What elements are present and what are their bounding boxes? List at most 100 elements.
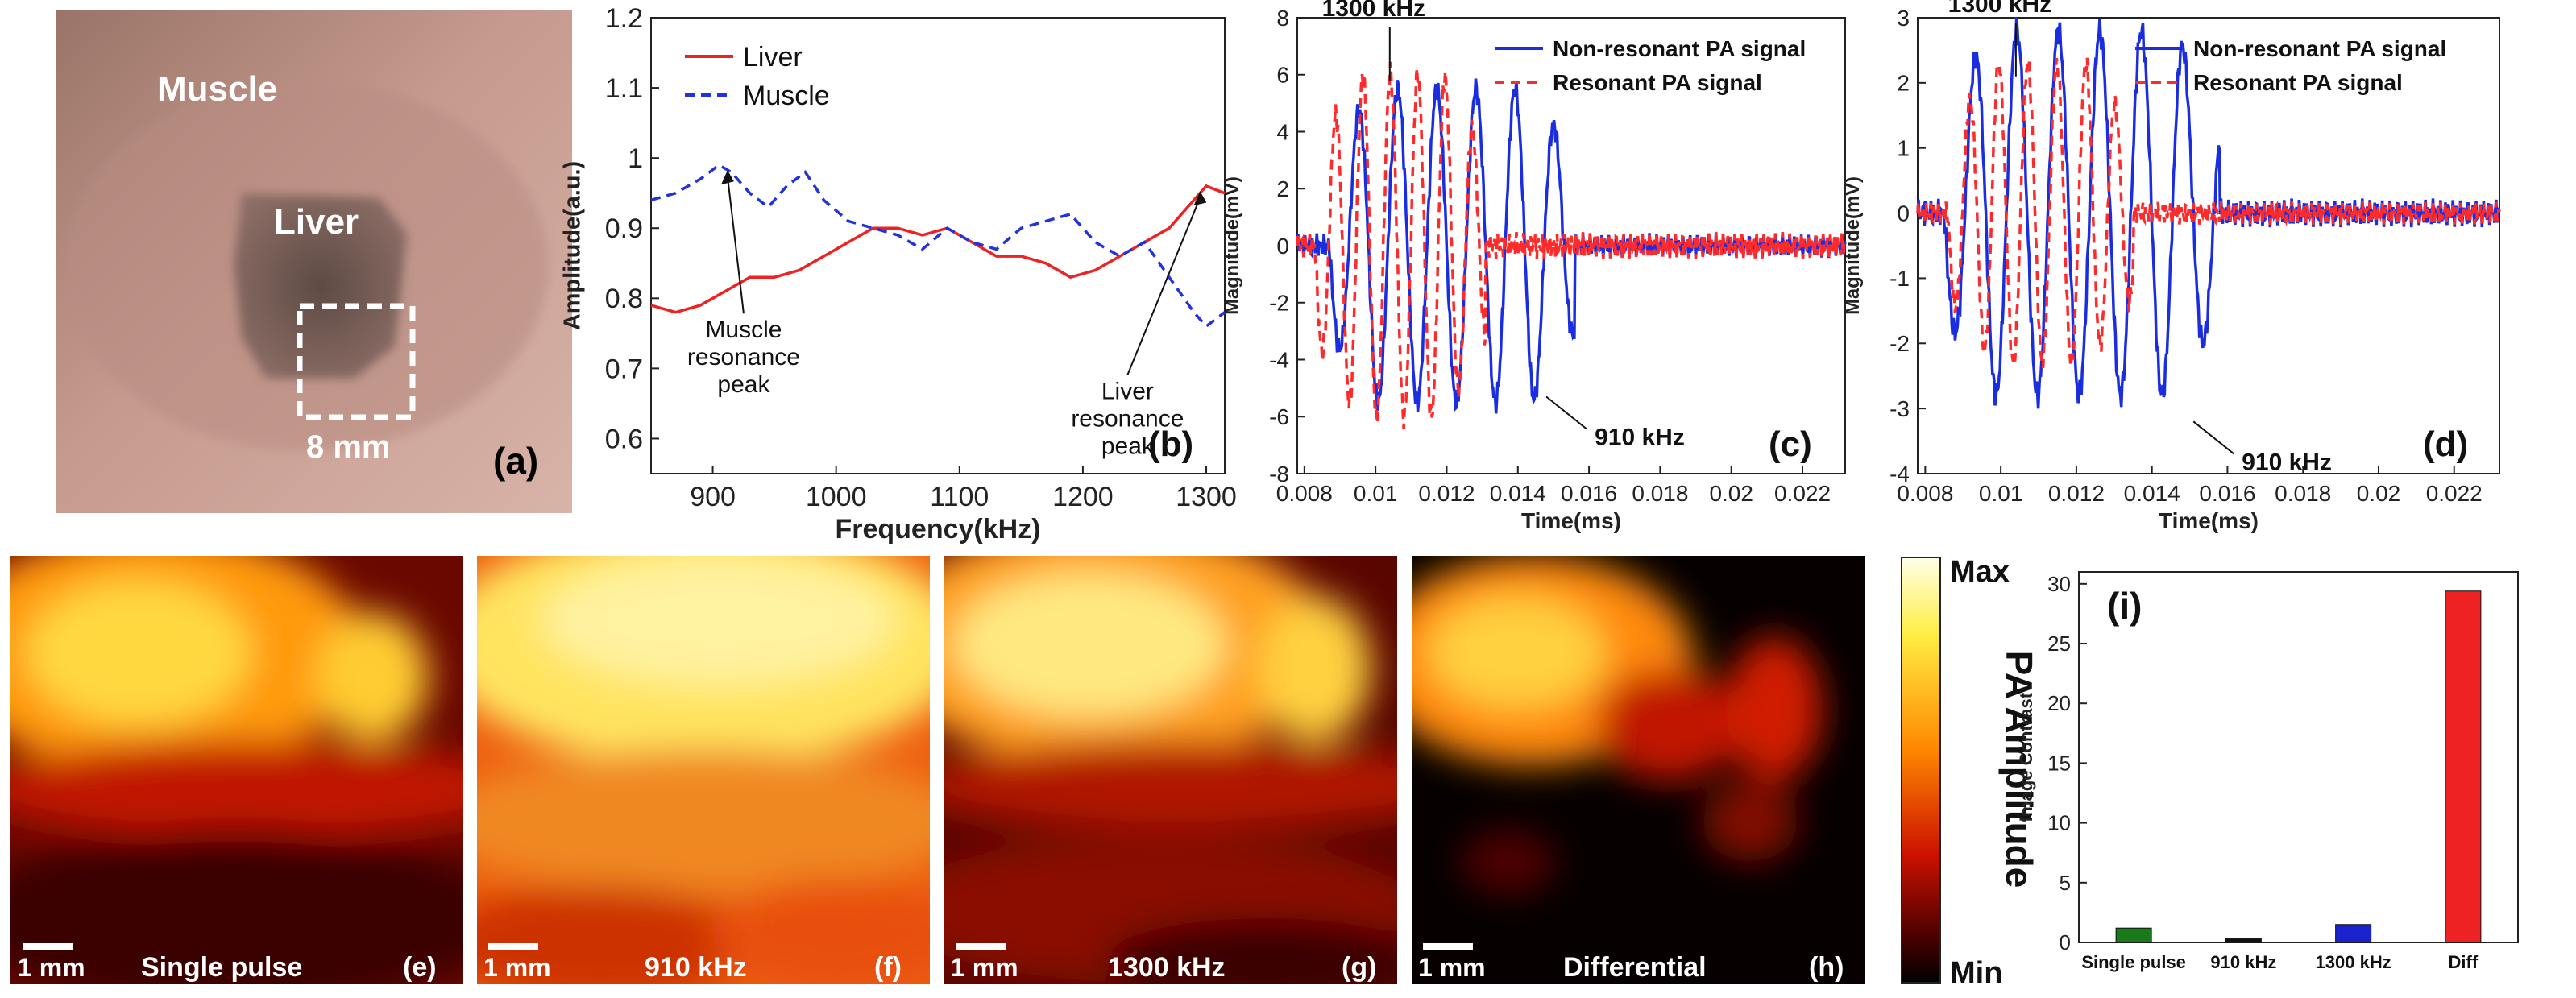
annotation-arrowhead [720,170,734,185]
x-tick-label: 0.02 [1709,481,1753,506]
annotation-text: 1300 kHz [1948,0,2051,18]
colorbar-gradient [1901,557,1941,984]
x-tick-label: 0.008 [1276,481,1333,506]
y-tick-label: 0.7 [605,354,643,384]
caption-g: 1300 kHz [1108,952,1226,983]
chart-c-pa-signal: 0.008 0.01 0.012 0.014 0.016 0.018 0.02 0.022 -8… [1222,0,1847,533]
x-tick-label: Diff [2449,952,2479,972]
scale-text-f: 1 mm [483,953,551,982]
x-tick-label: 1300 kHz [2316,952,2391,972]
bar-3 [2445,590,2482,943]
pa-image-g: 1 mm 1300 kHz (g) [944,556,1397,984]
x-axis-label: Time(ms) [2159,508,2259,533]
y-tick-label: -3 [1889,396,1910,421]
series-line-1 [650,163,1226,329]
x-tick-label: 910 kHz [2210,952,2276,972]
x-tick-label: 0.022 [1774,481,1831,506]
bar-1 [2225,938,2262,943]
panel-label: (b) [1148,424,1193,464]
x-tick-label: 0.018 [2275,481,2331,506]
y-tick-label: 2 [1276,176,1289,201]
plot-frame [2078,571,2519,943]
panel-label-h: (h) [1809,952,1844,983]
pa-image-e: 1 mm Single pulse (e) [10,556,463,984]
annotation-text: Muscle [705,317,782,343]
y-tick-label: 30 [2047,572,2071,596]
panel-label-f: (f) [874,952,902,983]
legend-label: Non-resonant PA signal [1553,36,1806,61]
legend-label: Muscle [743,81,830,111]
y-tick-label: -4 [1889,462,1910,487]
panel-label-a: (a) [493,440,538,482]
panel-label: (d) [2423,424,2468,464]
roi-scale-label: 8 mm [306,429,391,465]
x-tick-label: 0.008 [1897,481,1953,506]
x-tick-label: 0.016 [1561,481,1617,506]
x-tick-label: 0.016 [2199,481,2255,506]
annotation-arrow [1126,197,1201,375]
panel-label: (i) [2107,585,2142,627]
series-line-1 [1916,57,2501,369]
caption-e: Single pulse [141,952,302,983]
y-tick-label: 25 [2047,632,2071,656]
annotation-text: 1300 kHz [1322,0,1425,22]
y-tick-label: -2 [1889,331,1910,356]
y-tick-label: 20 [2047,691,2071,715]
chart-b-frequency-response: 900 1000 1100 1200 1300 0.6 0.7 0.8 0.9 1 1.1 1.2 Fr… [560,3,1237,545]
pa-image-f: 1 mm 910 kHz (f) [477,556,930,984]
annotation-text: resonance [687,344,800,371]
y-tick-label: 4 [1276,119,1289,144]
x-tick-label: 0.02 [2357,481,2401,506]
panel-label: (c) [1769,424,1812,464]
y-axis-label: Magnitude(mV) [1842,176,1864,315]
y-axis-label: Image Contrast [2016,692,2036,822]
y-axis-label: Magnitude(mV) [1222,176,1243,315]
scale-text-g: 1 mm [951,953,1018,982]
legend-label: Liver [743,42,803,72]
y-tick-label: 1 [1897,136,1910,161]
caption-h: Differential [1563,952,1707,983]
x-axis-label: Time(ms) [1521,508,1621,533]
plot-frame [650,17,1226,474]
y-tick-label: 8 [1276,6,1289,31]
chart-i-image-contrast: 0 5 10 15 20 25 30 Image Contrast Single pulse 91… [2016,571,2519,972]
chart-d-pa-signal: 0.008 0.01 0.012 0.014 0.016 0.018 0.02 0.022 -4… [1842,0,2501,533]
caption-f: 910 kHz [645,952,747,983]
x-tick-label: 0.01 [1979,481,2023,506]
y-tick-label: 1.2 [605,3,643,34]
x-tick-label: 1300 [1176,482,1237,512]
annotation-text: 910 kHz [2242,449,2332,475]
legend-label: Resonant PA signal [2193,70,2403,95]
x-tick-label: 1100 [930,482,989,512]
x-tick-label: 0.014 [1490,481,1546,506]
y-tick-label: 0.8 [605,284,643,314]
x-tick-label: 0.018 [1632,481,1688,506]
y-tick-label: -8 [1269,462,1289,487]
colorbar-max-label: Max [1950,555,2010,589]
panel-label-g: (g) [1342,952,1376,983]
scale-text-h: 1 mm [1418,953,1486,982]
x-tick-label: 0.012 [1418,481,1475,506]
x-tick-label: 0.022 [2426,481,2483,506]
annotation-text: 910 kHz [1595,424,1685,450]
y-tick-label: -1 [1889,266,1910,291]
series-line-0 [650,184,1226,314]
y-tick-label: 0.9 [605,213,643,244]
annotation-arrow [2192,420,2234,455]
x-tick-label: 0.01 [1354,481,1398,506]
bar-0 [2115,927,2152,943]
x-axis-label: Frequency(kHz) [835,514,1040,545]
y-tick-label: 0 [2060,930,2071,955]
y-axis-label: Amplitude(a.u.) [560,161,586,330]
bar-2 [2335,924,2372,943]
y-tick-label: -6 [1269,404,1289,429]
colorbar-min-label: Min [1950,956,2002,990]
annotation-text: peak [717,371,770,398]
colorbar: Max Min PA Amplitude [1901,555,2040,990]
panel-a-photo: Muscle Liver 8 mm (a) [56,10,572,513]
roi-box [297,303,416,420]
x-tick-label: 1000 [806,482,867,512]
legend-label: Non-resonant PA signal [2193,36,2446,61]
liver-photo-label: Liver [274,202,359,242]
x-tick-label: 0.012 [2048,481,2105,506]
